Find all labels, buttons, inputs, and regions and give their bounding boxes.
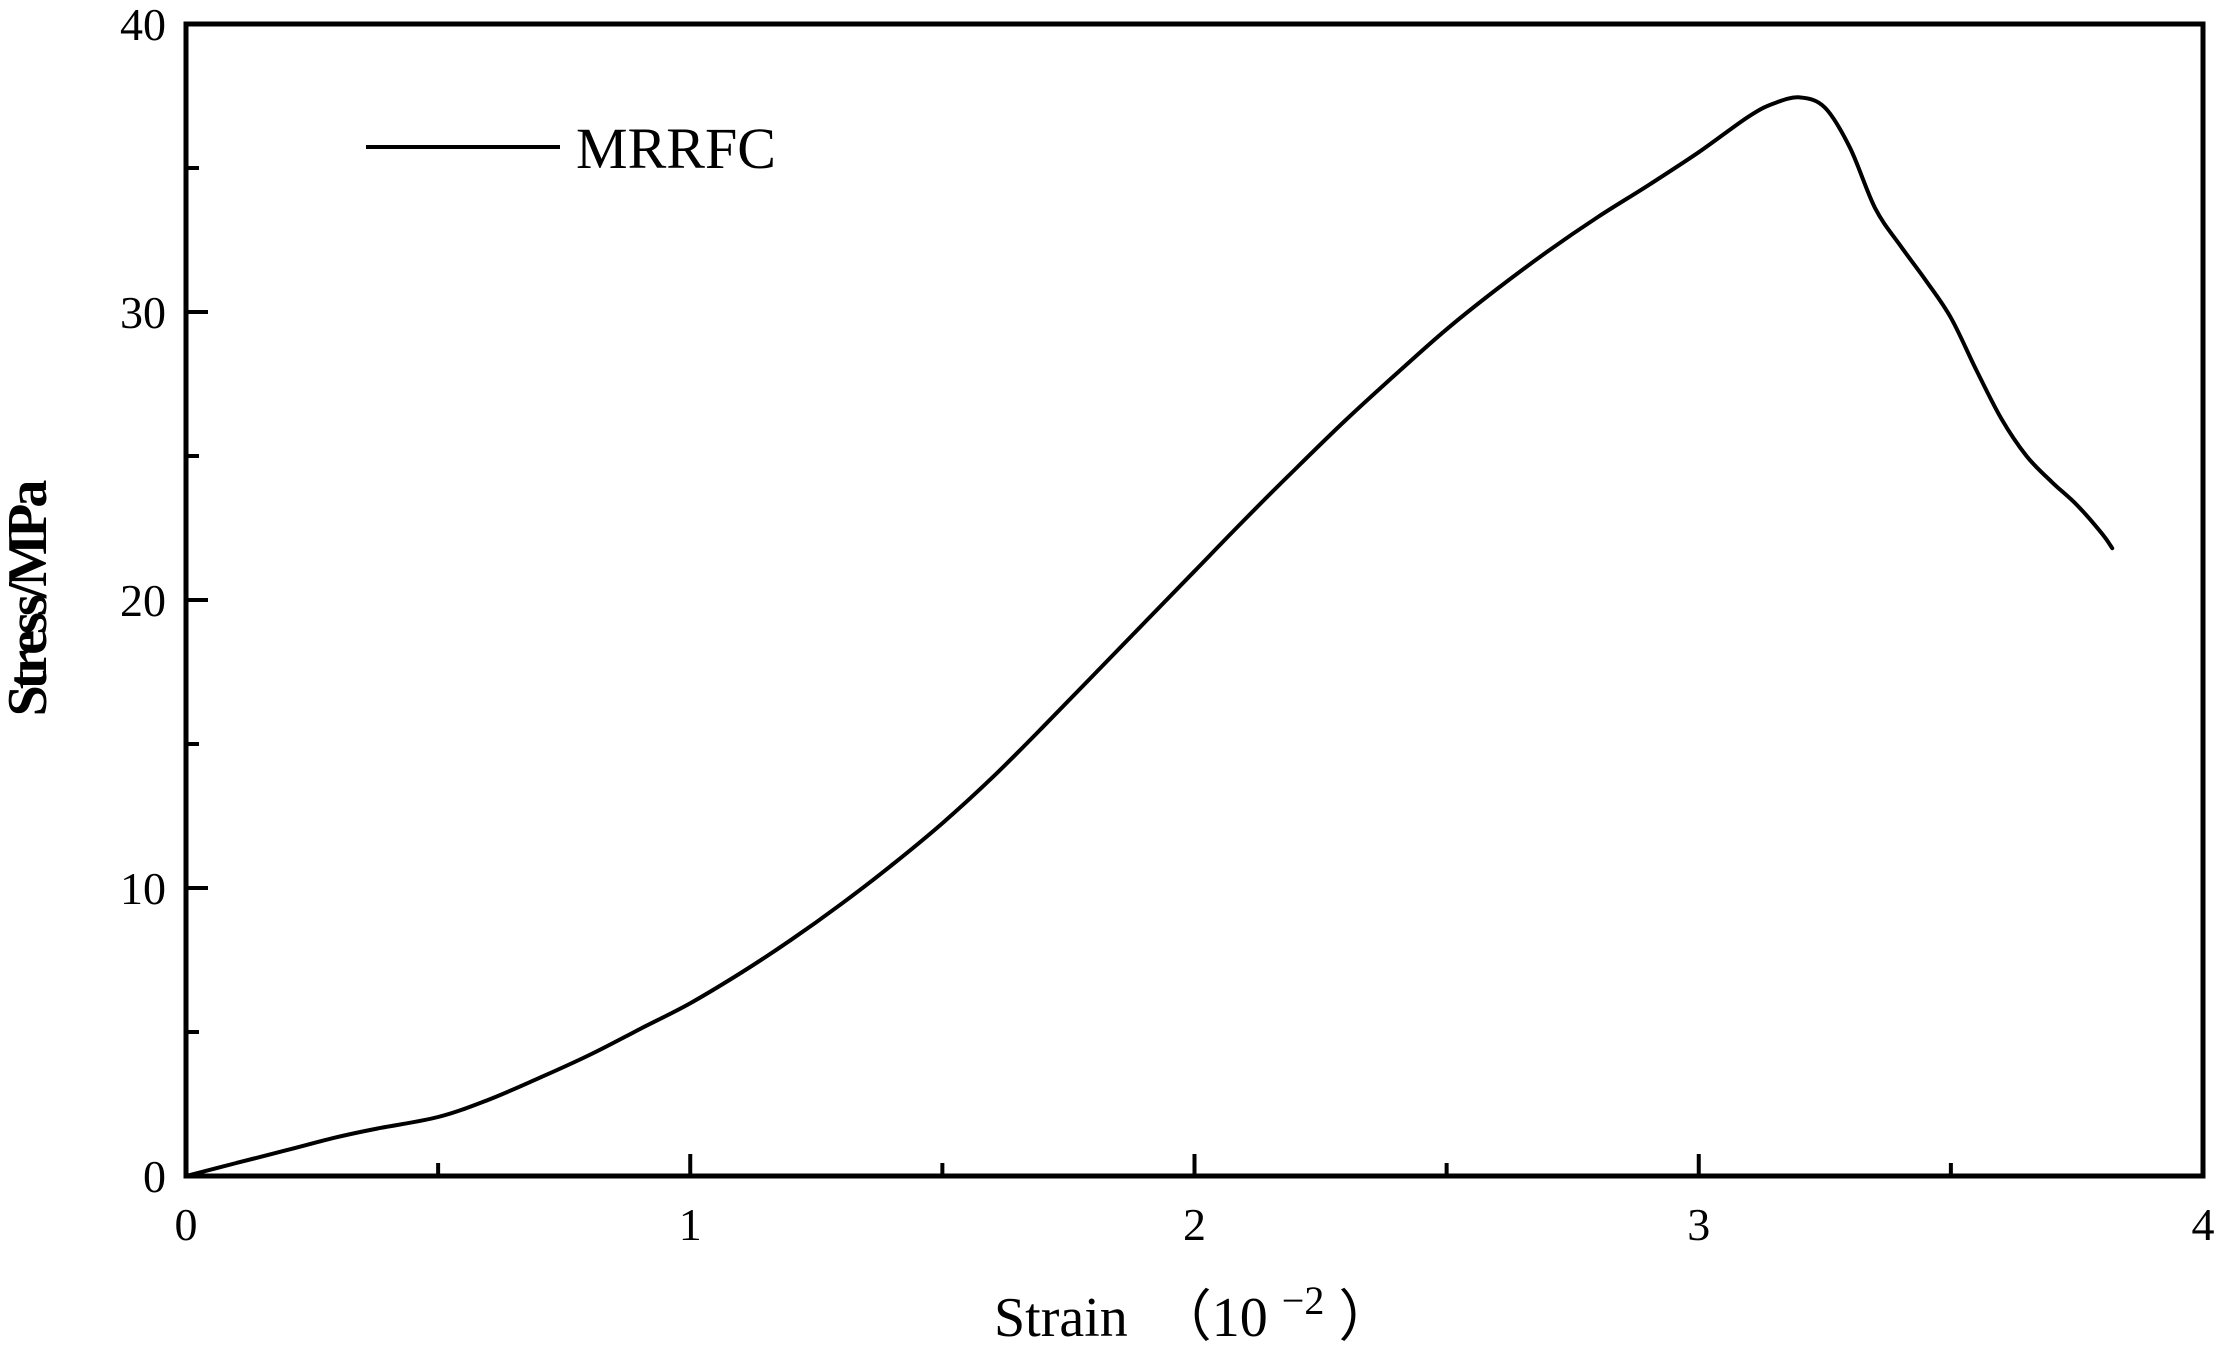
x-axis-unit-exponent: −2 xyxy=(1282,1278,1325,1323)
plot-frame xyxy=(183,21,2206,1179)
y-axis-title: Stress/MPa xyxy=(0,480,59,717)
y-tick-label: 40 xyxy=(120,0,166,50)
x-axis-label: Strain xyxy=(994,1287,1128,1349)
legend-label-mrrfc: MRRFC xyxy=(576,116,776,181)
x-tick-label: 3 xyxy=(1687,1199,1710,1250)
axis-ticks xyxy=(186,166,1953,1176)
x-tick-label: 1 xyxy=(679,1199,702,1250)
x-axis-title: Strain （10 −2 ） xyxy=(994,1265,1394,1349)
y-tick-label: 20 xyxy=(120,575,166,626)
y-tick-label: 10 xyxy=(120,863,166,914)
x-tick-label: 0 xyxy=(175,1199,198,1250)
x-axis-unit-close: ） xyxy=(1338,1287,1394,1349)
series-line-mrrfc xyxy=(184,95,2115,1178)
x-tick-label: 4 xyxy=(2192,1199,2215,1250)
y-tick-label: 0 xyxy=(143,1151,166,1202)
x-tick-label: 2 xyxy=(1183,1199,1206,1250)
legend: MRRFC xyxy=(366,116,776,181)
y-tick-label: 30 xyxy=(120,287,166,338)
x-axis-unit: （10 xyxy=(1156,1287,1268,1349)
